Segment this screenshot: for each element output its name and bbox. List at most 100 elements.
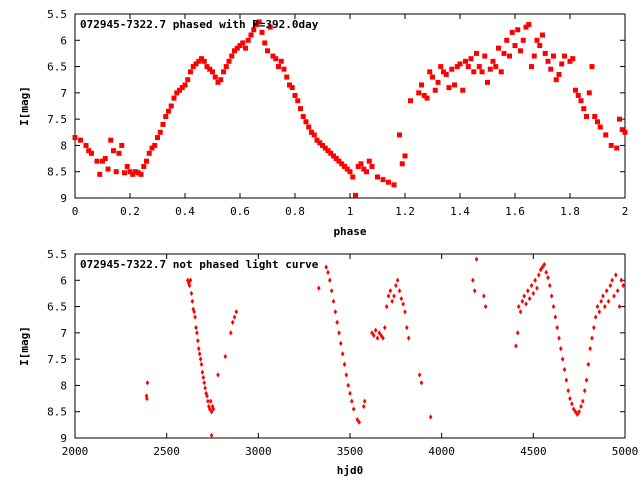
data-point: [358, 161, 364, 167]
data-point: [186, 280, 191, 286]
data-point: [256, 19, 262, 25]
data-point: [465, 64, 471, 70]
data-point: [276, 64, 281, 70]
data-point: [617, 303, 622, 310]
data-point: [527, 296, 532, 302]
plot-frame: [74, 253, 626, 439]
data-point: [595, 303, 600, 310]
data-point: [331, 153, 336, 159]
data-point: [209, 409, 214, 415]
data-point: [201, 374, 206, 381]
x-axis-label: hjd0: [337, 464, 364, 477]
data-point: [141, 163, 147, 169]
data-point: [573, 409, 578, 415]
data-point: [303, 119, 309, 125]
data-point: [232, 48, 237, 54]
data-point: [452, 82, 457, 88]
data-point: [223, 64, 229, 70]
data-point: [234, 45, 240, 51]
data-point: [289, 85, 295, 91]
data-point: [190, 64, 196, 70]
data-point: [408, 98, 413, 104]
data-point: [342, 361, 347, 367]
x-tick-label: 0.6: [230, 205, 250, 218]
data-point: [295, 98, 301, 104]
y-tick-label: 7.5: [47, 113, 67, 126]
data-point: [339, 161, 345, 167]
data-point: [336, 158, 342, 164]
data-point: [145, 380, 150, 386]
data-point: [207, 406, 212, 412]
data-point: [537, 272, 541, 278]
data-point: [317, 285, 321, 291]
data-point: [496, 45, 501, 51]
x-tick-label: 0.8: [285, 205, 305, 218]
data-point: [325, 148, 331, 154]
data-point: [403, 309, 407, 315]
data-point: [483, 303, 488, 310]
data-point: [474, 50, 479, 56]
data-point: [197, 351, 202, 357]
data-point: [226, 58, 232, 64]
data-point: [419, 82, 424, 88]
data-point: [490, 58, 496, 64]
y-tick-label: 8.5: [47, 166, 67, 179]
data-point: [362, 398, 367, 404]
data-point: [614, 145, 620, 151]
data-point: [320, 142, 325, 148]
data-point: [201, 58, 207, 64]
data-point: [386, 293, 391, 299]
data-point: [144, 158, 149, 164]
data-point: [155, 135, 160, 141]
y-tick-label: 6: [60, 274, 67, 287]
chart-title: 072945-7322.7 phased with P=392.0day: [80, 18, 319, 31]
data-point: [542, 261, 547, 268]
data-point: [218, 77, 224, 83]
data-point: [578, 98, 584, 104]
data-point: [215, 79, 221, 85]
data-point: [251, 27, 257, 33]
data-point: [593, 314, 598, 320]
data-point: [482, 53, 488, 59]
data-points: [144, 256, 625, 438]
data-point: [190, 298, 195, 304]
data-point: [248, 32, 254, 38]
data-point: [193, 61, 199, 67]
data-point: [518, 48, 523, 54]
data-point: [278, 58, 284, 64]
data-point: [507, 53, 512, 59]
data-point: [223, 353, 228, 360]
data-point: [595, 119, 600, 125]
data-point: [314, 137, 320, 143]
y-tick-label: 7.5: [47, 353, 67, 366]
data-point: [157, 129, 163, 135]
data-point: [375, 335, 380, 341]
data-point: [133, 169, 138, 175]
data-point: [479, 69, 485, 75]
data-point: [557, 335, 561, 341]
data-point: [198, 356, 203, 362]
data-point: [346, 382, 350, 389]
data-point: [329, 288, 334, 294]
data-point: [386, 179, 391, 185]
y-tick-label: 9: [60, 192, 67, 205]
data-point: [597, 309, 602, 315]
data-point: [531, 290, 536, 297]
data-point: [564, 377, 569, 383]
data-point: [546, 275, 550, 281]
data-point: [370, 330, 374, 336]
data-point: [229, 330, 233, 336]
data-point: [516, 303, 521, 310]
data-point: [520, 37, 526, 43]
data-point: [604, 288, 609, 294]
data-point: [372, 332, 376, 339]
data-point: [210, 69, 215, 75]
data-point: [174, 90, 180, 96]
data-point: [152, 142, 158, 148]
data-point: [615, 288, 620, 294]
data-point: [333, 156, 339, 162]
data-point: [446, 85, 452, 91]
data-point: [309, 129, 314, 135]
data-point: [234, 309, 239, 315]
